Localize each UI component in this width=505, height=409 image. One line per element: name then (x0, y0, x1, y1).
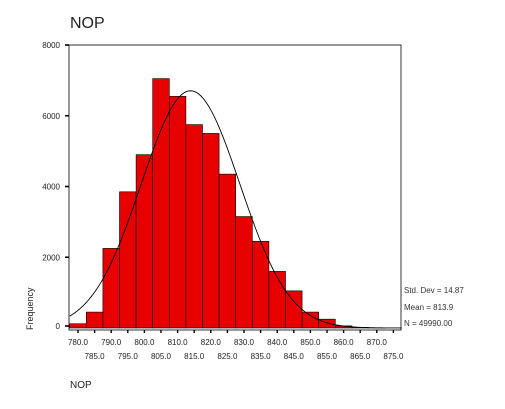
y-tick-label: 0 (56, 322, 61, 331)
y-tick-label: 2000 (42, 253, 60, 262)
histogram-bar (203, 133, 220, 328)
x-tick-label: 790.0 (101, 338, 122, 347)
x-tick-label: 830.0 (234, 338, 255, 347)
x-axis-label: NOP (70, 380, 92, 391)
x-tick-label: 845.0 (284, 352, 305, 361)
std-dev-label: Std. Dev = 14.87 (404, 286, 464, 295)
y-axis-label: Frequency (25, 287, 35, 330)
x-tick-label: 870.0 (367, 338, 388, 347)
x-tick-label: 810.0 (168, 338, 189, 347)
x-tick-label: 865.0 (350, 352, 371, 361)
histogram-bar (219, 174, 236, 328)
histogram-bar (186, 125, 203, 328)
histogram-bar (136, 155, 153, 328)
y-axis: 0 2000 4000 6000 8000 (42, 41, 69, 331)
mean-label: Mean = 813.9 (404, 303, 454, 312)
histogram-bar (286, 291, 303, 328)
y-tick-label: 4000 (42, 183, 60, 192)
x-axis: 780.0 790.0 800.0 810.0 820.0 830.0 840.0 850.0… (68, 330, 404, 361)
y-tick-label: 8000 (42, 41, 60, 50)
x-tick-label: 855.0 (317, 352, 338, 361)
x-tick-label: 875.0 (383, 352, 404, 361)
histogram-bar (86, 312, 103, 328)
x-tick-label: 835.0 (251, 352, 272, 361)
histogram-bar (302, 312, 319, 328)
x-tick-label: 800.0 (134, 338, 155, 347)
x-tick-label: 850.0 (300, 338, 321, 347)
histogram-bar (169, 96, 186, 328)
histogram-bar (70, 324, 87, 328)
histogram-bar (103, 248, 120, 328)
x-tick-label: 820.0 (201, 338, 222, 347)
histogram-bar (236, 217, 253, 328)
x-tick-label: 805.0 (151, 352, 172, 361)
chart-title: NOP (70, 15, 105, 32)
x-tick-label: 840.0 (267, 338, 288, 347)
x-tick-label: 860.0 (334, 338, 355, 347)
y-tick-label: 6000 (42, 112, 60, 121)
n-label: N = 49990.00 (404, 319, 453, 328)
x-tick-label: 785.0 (85, 352, 106, 361)
x-tick-label: 825.0 (217, 352, 238, 361)
x-tick-label: 780.0 (68, 338, 89, 347)
histogram-bar (120, 192, 137, 328)
histogram-bar (269, 271, 286, 328)
histogram-bars (70, 79, 385, 328)
x-tick-label: 815.0 (184, 352, 205, 361)
x-tick-label: 795.0 (118, 352, 139, 361)
